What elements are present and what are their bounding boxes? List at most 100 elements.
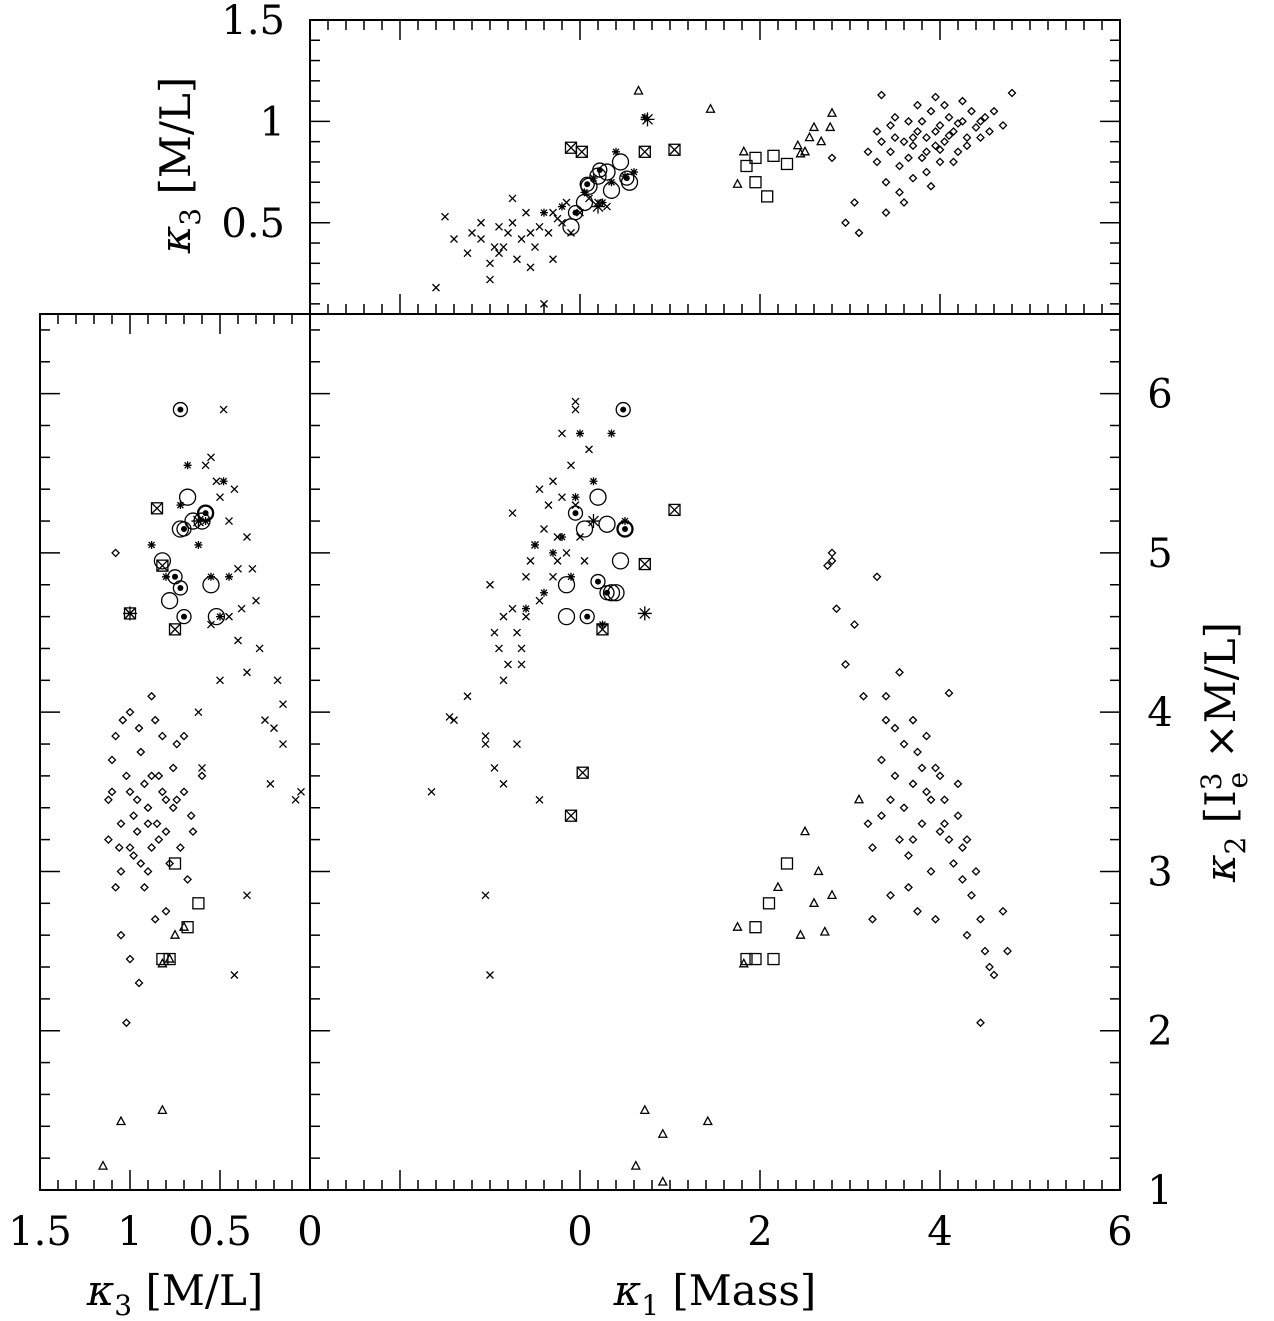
left-diamond-point (125, 707, 135, 717)
main-asterisk-point (531, 540, 539, 549)
main-cross-point (535, 485, 544, 494)
main-diamond-point (850, 620, 859, 630)
top-diamond-point (958, 116, 967, 126)
top-diamond-point (872, 157, 882, 167)
main-asterisk-point (522, 604, 530, 613)
left-cross-point (252, 596, 260, 605)
left-cross-point (230, 971, 239, 979)
top-triangle-point (826, 107, 838, 117)
left-diamond-point (107, 787, 117, 797)
top-diamond-point (958, 96, 967, 106)
top-diamond-point (904, 153, 913, 163)
left-cross-point (234, 636, 242, 645)
main-diamond-point (913, 906, 922, 916)
main-triangle-point (639, 1104, 650, 1115)
main-diamond-point (980, 946, 990, 956)
main-diamond-point (1003, 946, 1012, 956)
main-cross-point (504, 660, 512, 669)
top-cross-point (535, 222, 544, 231)
main-asterisk-point (549, 548, 557, 557)
top-square-point (761, 190, 774, 203)
top-square-point (767, 149, 780, 162)
top-cross-point (522, 208, 530, 217)
left-diamond-point (125, 954, 135, 964)
left-cross-point (243, 668, 251, 677)
top-diamond-point (913, 127, 922, 136)
top-triangle-point (808, 121, 820, 132)
top-diamond-point (949, 157, 958, 167)
left-diamond-point (125, 843, 135, 852)
main-diamond-point (859, 691, 868, 701)
left-diamond-point (111, 548, 121, 558)
main-cross-point (576, 533, 584, 541)
main-triangle-point (732, 921, 743, 931)
main-asterisk-point (540, 588, 548, 597)
left-diamond-point (175, 843, 185, 852)
main-circle-point (557, 607, 576, 626)
top-diamond-point (827, 153, 837, 163)
top-circle-point (611, 153, 630, 171)
main-triangle-point (702, 1115, 713, 1126)
top-circle-point (602, 181, 621, 199)
main-diamond-point (890, 723, 900, 733)
left-diamond-point (172, 739, 182, 749)
top-diamond-point (1007, 88, 1017, 98)
top-square-point (780, 157, 794, 171)
main-cross-point (526, 556, 535, 565)
main-y-tick-label: 3 (1147, 849, 1172, 895)
left-diamond-point (111, 882, 121, 892)
main-asterisk-point (589, 477, 598, 486)
top-cross-point (468, 228, 476, 237)
main-diamond-point (877, 811, 886, 821)
left-diamond-point (165, 859, 175, 868)
main-square-point (780, 857, 794, 870)
main-cross-point (549, 477, 557, 486)
left-triangle-point (97, 1160, 109, 1170)
top-diamond-point (935, 157, 945, 167)
main-diamond-point (949, 859, 958, 868)
left-diamond-point (139, 882, 149, 892)
main-star-point (586, 514, 601, 529)
left-diamond-point (132, 795, 142, 805)
left-cross-point (198, 763, 206, 772)
main-cross-point (585, 445, 593, 454)
top-square-point (740, 159, 753, 173)
left-triangle-point (164, 953, 175, 963)
main-diamond-point (935, 771, 945, 781)
left-cross-point (279, 740, 287, 748)
main-cross-point (481, 891, 490, 900)
main-cross-point (463, 692, 472, 701)
main-circle-point (602, 584, 621, 602)
main-diamond-point (958, 843, 967, 852)
left-cross-point (219, 405, 228, 414)
top-diamond-point (949, 127, 958, 136)
left-asterisk-point (176, 501, 185, 510)
left-circle-point (178, 488, 197, 506)
main-circle-point (557, 576, 576, 594)
left-cross-point (201, 461, 210, 470)
top-circle-point (620, 173, 639, 191)
top-diamond-point (976, 133, 985, 143)
main-diamond-point (935, 827, 945, 837)
main-y-tick-label: 2 (1147, 1009, 1172, 1055)
left-cross-point (279, 700, 287, 709)
top-diamond-point (976, 116, 985, 126)
left-cross-point (225, 612, 233, 621)
left-cross-point (270, 724, 278, 733)
main-cross-point (522, 572, 530, 581)
top-asterisk-point (558, 202, 566, 211)
main-diamond-point (877, 755, 886, 765)
left-diamond-point (118, 715, 128, 725)
main-diamond-point (827, 548, 837, 558)
main-diamond-point (881, 691, 891, 701)
top-diamond-point (850, 198, 859, 207)
main-diamond-point (953, 779, 963, 789)
main-cross-point (486, 971, 494, 979)
top-circle-dot-point (567, 204, 584, 221)
left-cross-point (212, 477, 221, 486)
left-panel-frame (39, 313, 311, 1191)
main-cross-point (486, 580, 494, 589)
top-diamond-point (899, 198, 909, 207)
main-cross-point (517, 660, 526, 669)
top-triangle-point (738, 145, 749, 156)
